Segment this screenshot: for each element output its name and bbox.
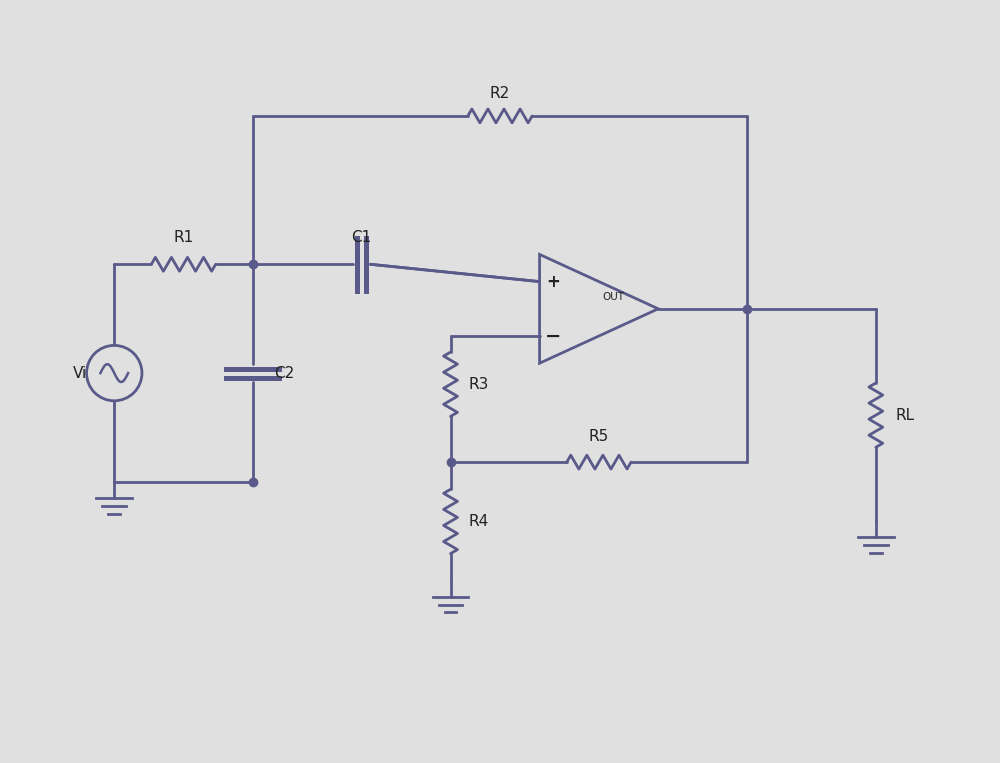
Text: C1: C1 <box>351 230 372 244</box>
Text: R4: R4 <box>468 514 489 529</box>
Text: −: − <box>545 327 562 346</box>
Text: OUT: OUT <box>603 292 625 302</box>
Text: R3: R3 <box>468 377 489 391</box>
Text: RL: RL <box>896 407 915 423</box>
Text: Vi: Vi <box>73 365 87 381</box>
Text: R5: R5 <box>589 430 609 444</box>
Text: C2: C2 <box>274 365 295 381</box>
Text: +: + <box>546 272 560 291</box>
Text: R2: R2 <box>490 86 510 101</box>
Text: R1: R1 <box>173 230 194 244</box>
